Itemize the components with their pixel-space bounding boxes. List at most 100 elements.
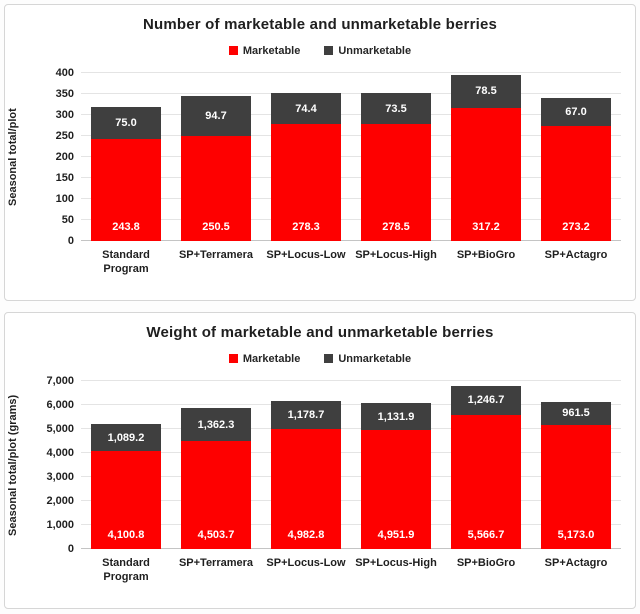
legend: Marketable Unmarketable [5, 43, 635, 58]
data-label-marketable: 243.8 [112, 221, 140, 233]
data-label-marketable: 278.3 [292, 221, 320, 233]
x-category-label-sp-actagro: SP+Actagro [544, 557, 608, 569]
data-label-marketable: 278.5 [382, 221, 410, 233]
legend-label: Marketable [242, 352, 301, 365]
gridline [81, 452, 621, 453]
y-tick-label: 50 [61, 214, 74, 226]
bar-segment-marketable-sp-actagro: 273.2 [540, 126, 612, 241]
y-tick-label: 5,000 [46, 423, 74, 435]
gridline [81, 524, 621, 525]
data-label-unmarketable: 78.5 [475, 85, 497, 98]
data-label-unmarketable: 1,131.9 [377, 410, 415, 423]
bar-column-sp-actagro: 67.0 273.2 [531, 98, 621, 241]
bar-segment-unmarketable-sp-biogro: 1,246.7 [450, 385, 522, 416]
data-label-unmarketable: 1,089.2 [107, 431, 145, 444]
bar-column-sp-locus-high: 73.5 278.5 [351, 93, 441, 241]
bar-segment-unmarketable-sp-locus-low: 1,178.7 [270, 401, 342, 430]
y-tick-label: 0 [67, 543, 74, 555]
bar-segment-marketable-sp-locus-high: 4,951.9 [360, 430, 432, 549]
bar-column-sp-locus-low: 74.4 278.3 [261, 92, 351, 241]
bar-stack: 1,178.7 4,982.8 [270, 401, 342, 549]
bar-column-sp-locus-low: 1,178.7 4,982.8 [261, 401, 351, 549]
y-tick-label: 250 [55, 130, 74, 142]
y-tick-label: 200 [55, 151, 74, 163]
chart-title: Number of marketable and unmarketable be… [142, 16, 498, 33]
gridline [81, 198, 621, 199]
bar-stack: 961.5 5,173.0 [540, 401, 612, 549]
legend-label: Marketable [242, 44, 301, 57]
bar-segment-marketable-standard-program: 4,100.8 [90, 450, 162, 549]
data-label-marketable: 250.5 [202, 221, 230, 233]
bars: 75.0 243.8 94.7 250.5 74.4 278.3 73.5 278.5 78.5… [81, 73, 621, 241]
data-label-unmarketable: 75.0 [115, 116, 137, 129]
bar-stack: 75.0 243.8 [90, 107, 162, 241]
bar-segment-unmarketable-sp-locus-high: 1,131.9 [360, 403, 432, 431]
gridline [81, 500, 621, 501]
data-label-unmarketable: 1,362.3 [197, 418, 235, 431]
y-tick-label: 3,000 [46, 471, 74, 483]
y-tick-label: 150 [55, 172, 74, 184]
chart-area: Seasonal total/plot (grams) 7,000 6,000 5,… [5, 375, 635, 555]
data-label-unmarketable: 961.5 [562, 407, 590, 420]
x-category-label-sp-biogro: SP+BioGro [456, 557, 516, 569]
gridline [81, 380, 621, 381]
legend-item-unmarketable: Unmarketable [324, 45, 411, 57]
bar-stack: 78.5 317.2 [450, 74, 522, 241]
legend-label: Unmarketable [338, 44, 412, 57]
plot-area: 1,089.2 4,100.8 1,362.3 4,503.7 1,178.7 4,982… [81, 380, 621, 549]
x-category-label-sp-terramera: SP+Terramera [178, 557, 254, 569]
unmarketable-swatch-icon [324, 46, 334, 55]
bar-segment-marketable-sp-biogro: 5,566.7 [450, 415, 522, 549]
gridline [81, 156, 621, 157]
bar-stack: 1,246.7 5,566.7 [450, 385, 522, 549]
bar-segment-marketable-sp-biogro: 317.2 [450, 107, 522, 241]
bar-segment-marketable-sp-locus-low: 278.3 [270, 124, 342, 241]
bar-segment-unmarketable-sp-locus-high: 73.5 [360, 93, 432, 125]
bar-column-standard-program: 75.0 243.8 [81, 107, 171, 241]
bar-segment-unmarketable-sp-locus-low: 74.4 [270, 92, 342, 125]
x-axis-line [81, 240, 621, 241]
x-category-label-sp-actagro: SP+Actagro [544, 249, 608, 261]
bar-segment-marketable-sp-actagro: 5,173.0 [540, 424, 612, 549]
y-axis-title: Seasonal total/plot [7, 108, 19, 206]
legend-item-marketable: Marketable [228, 352, 301, 365]
data-label-unmarketable: 74.4 [295, 102, 317, 115]
data-label-marketable: 5,173.0 [557, 529, 595, 541]
x-category-label-sp-locus-low: SP+Locus-Low [266, 249, 346, 261]
bar-column-sp-biogro: 78.5 317.2 [441, 74, 531, 241]
bar-stack: 74.4 278.3 [270, 92, 342, 241]
bar-segment-marketable-sp-terramera: 250.5 [180, 135, 252, 241]
x-category-label-sp-biogro: SP+BioGro [456, 249, 516, 261]
legend-item-marketable: Marketable [228, 44, 301, 57]
legend-label: Unmarketable [338, 352, 412, 365]
weight-chart-panel: Weight of marketable and unmarketable be… [4, 312, 636, 609]
bars: 1,089.2 4,100.8 1,362.3 4,503.7 1,178.7 4,982… [81, 381, 621, 549]
x-category-label-sp-terramera: SP+Terramera [178, 249, 254, 261]
x-category-label-standard-program: Standard Program [102, 249, 150, 276]
gridline [81, 219, 621, 220]
y-tick-label: 4,000 [46, 447, 74, 459]
bar-column-sp-actagro: 961.5 5,173.0 [531, 401, 621, 549]
data-label-marketable: 4,503.7 [197, 529, 235, 541]
bar-segment-unmarketable-sp-biogro: 78.5 [450, 74, 522, 108]
y-tick-label: 1,000 [46, 519, 74, 531]
data-label-unmarketable: 94.7 [205, 109, 227, 122]
bar-segment-marketable-sp-terramera: 4,503.7 [180, 440, 252, 549]
gridline [81, 428, 621, 429]
bar-segment-unmarketable-sp-actagro: 961.5 [540, 401, 612, 425]
bar-column-sp-terramera: 1,362.3 4,503.7 [171, 408, 261, 549]
legend: Marketable Unmarketable [5, 351, 635, 366]
bar-stack: 1,362.3 4,503.7 [180, 408, 252, 549]
x-category-label-sp-locus-high: SP+Locus-High [355, 249, 437, 261]
data-label-unmarketable: 73.5 [385, 102, 407, 115]
gridline [81, 404, 621, 405]
gridline [81, 93, 621, 94]
bar-column-standard-program: 1,089.2 4,100.8 [81, 424, 171, 549]
x-axis-line [81, 548, 621, 549]
unmarketable-swatch-icon [324, 354, 334, 363]
bar-segment-marketable-sp-locus-low: 4,982.8 [270, 429, 342, 549]
y-axis-title: Seasonal total/plot (grams) [7, 394, 19, 536]
bar-segment-unmarketable-standard-program: 1,089.2 [90, 424, 162, 451]
y-tick-label: 350 [55, 88, 74, 100]
bar-stack: 73.5 278.5 [360, 93, 432, 241]
